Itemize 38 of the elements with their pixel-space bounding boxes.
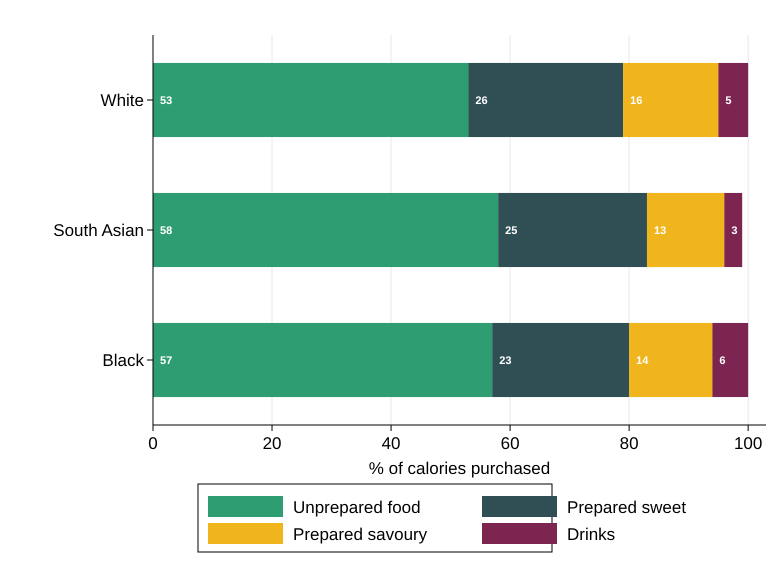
bar: [153, 62, 468, 138]
data-label: 3: [731, 224, 738, 237]
y-tick-label: Black: [102, 350, 144, 370]
bar: [498, 192, 647, 268]
x-tick-label: 0: [148, 434, 158, 453]
x-tick-label: 20: [262, 434, 282, 453]
legend-label: Prepared savoury: [293, 524, 428, 544]
bar: [153, 322, 492, 398]
bar: [718, 62, 748, 138]
data-label: 13: [654, 224, 666, 237]
data-label: 6: [719, 354, 726, 367]
x-tick-label: 80: [620, 434, 639, 453]
data-label: 58: [160, 224, 172, 237]
bar: [492, 322, 630, 398]
legend-label: Prepared sweet: [567, 498, 686, 517]
data-label: 57: [160, 354, 172, 367]
y-tick-label: South Asian: [53, 220, 144, 240]
bar: [724, 192, 742, 268]
bar: [468, 62, 624, 138]
legend-label: Drinks: [567, 524, 616, 544]
x-tick-label: 60: [500, 434, 520, 453]
data-label: 26: [475, 94, 488, 107]
x-axis-title: % of calories purchased: [368, 459, 550, 478]
data-label: 23: [499, 354, 512, 367]
legend-label: Unprepared food: [293, 498, 421, 517]
data-label: 53: [160, 94, 172, 107]
x-tick-label: 40: [382, 434, 401, 453]
x-tick-label: 100: [734, 434, 762, 453]
data-label: 5: [725, 94, 732, 107]
data-label: 14: [636, 354, 650, 367]
bar: [629, 322, 712, 398]
data-label: 16: [630, 94, 642, 107]
bar: [153, 192, 498, 268]
y-tick-label: White: [100, 90, 144, 110]
bar: [623, 62, 718, 138]
bar: [712, 322, 748, 398]
bar: [646, 192, 724, 268]
data-label: 25: [505, 224, 518, 237]
